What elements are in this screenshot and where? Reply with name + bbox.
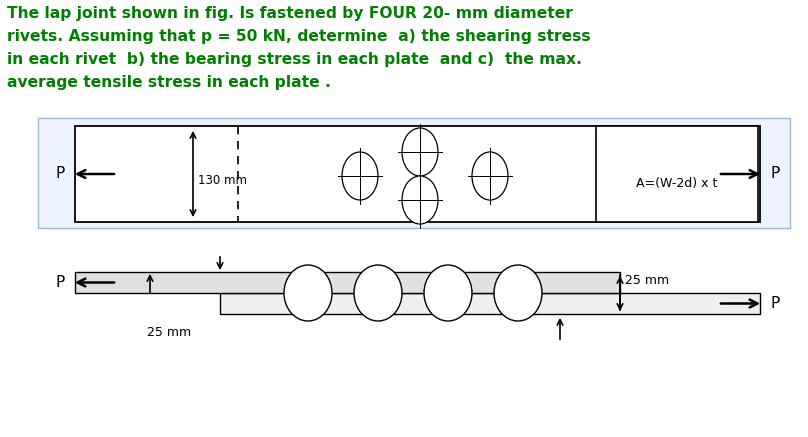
Bar [75, 126, 760, 222]
Text: P: P [770, 166, 779, 181]
Text: P: P [770, 296, 779, 311]
Ellipse shape [342, 152, 378, 200]
Text: 25 mm: 25 mm [625, 274, 669, 287]
Ellipse shape [284, 265, 332, 321]
Ellipse shape [402, 176, 438, 224]
Text: in each rivet  b) the bearing stress in each plate  and c)  the max.: in each rivet b) the bearing stress in e… [7, 52, 582, 67]
FancyBboxPatch shape [38, 118, 790, 228]
Text: A=(W-2d) x t: A=(W-2d) x t [637, 177, 718, 191]
Ellipse shape [402, 128, 438, 176]
Text: 130 mm: 130 mm [198, 173, 247, 187]
Bar [220, 293, 760, 314]
Text: 25 mm: 25 mm [147, 326, 191, 339]
Ellipse shape [354, 265, 402, 321]
Ellipse shape [424, 265, 472, 321]
Bar [596, 126, 758, 222]
Ellipse shape [494, 265, 542, 321]
Bar [75, 272, 620, 293]
Ellipse shape [472, 152, 508, 200]
Text: P: P [56, 275, 65, 290]
Text: P: P [56, 166, 65, 181]
Text: average tensile stress in each plate .: average tensile stress in each plate . [7, 75, 331, 90]
Text: rivets. Assuming that p = 50 kN, determine  a) the shearing stress: rivets. Assuming that p = 50 kN, determi… [7, 29, 591, 44]
Text: The lap joint shown in fig. Is fastened by FOUR 20- mm diameter: The lap joint shown in fig. Is fastened … [7, 6, 573, 21]
